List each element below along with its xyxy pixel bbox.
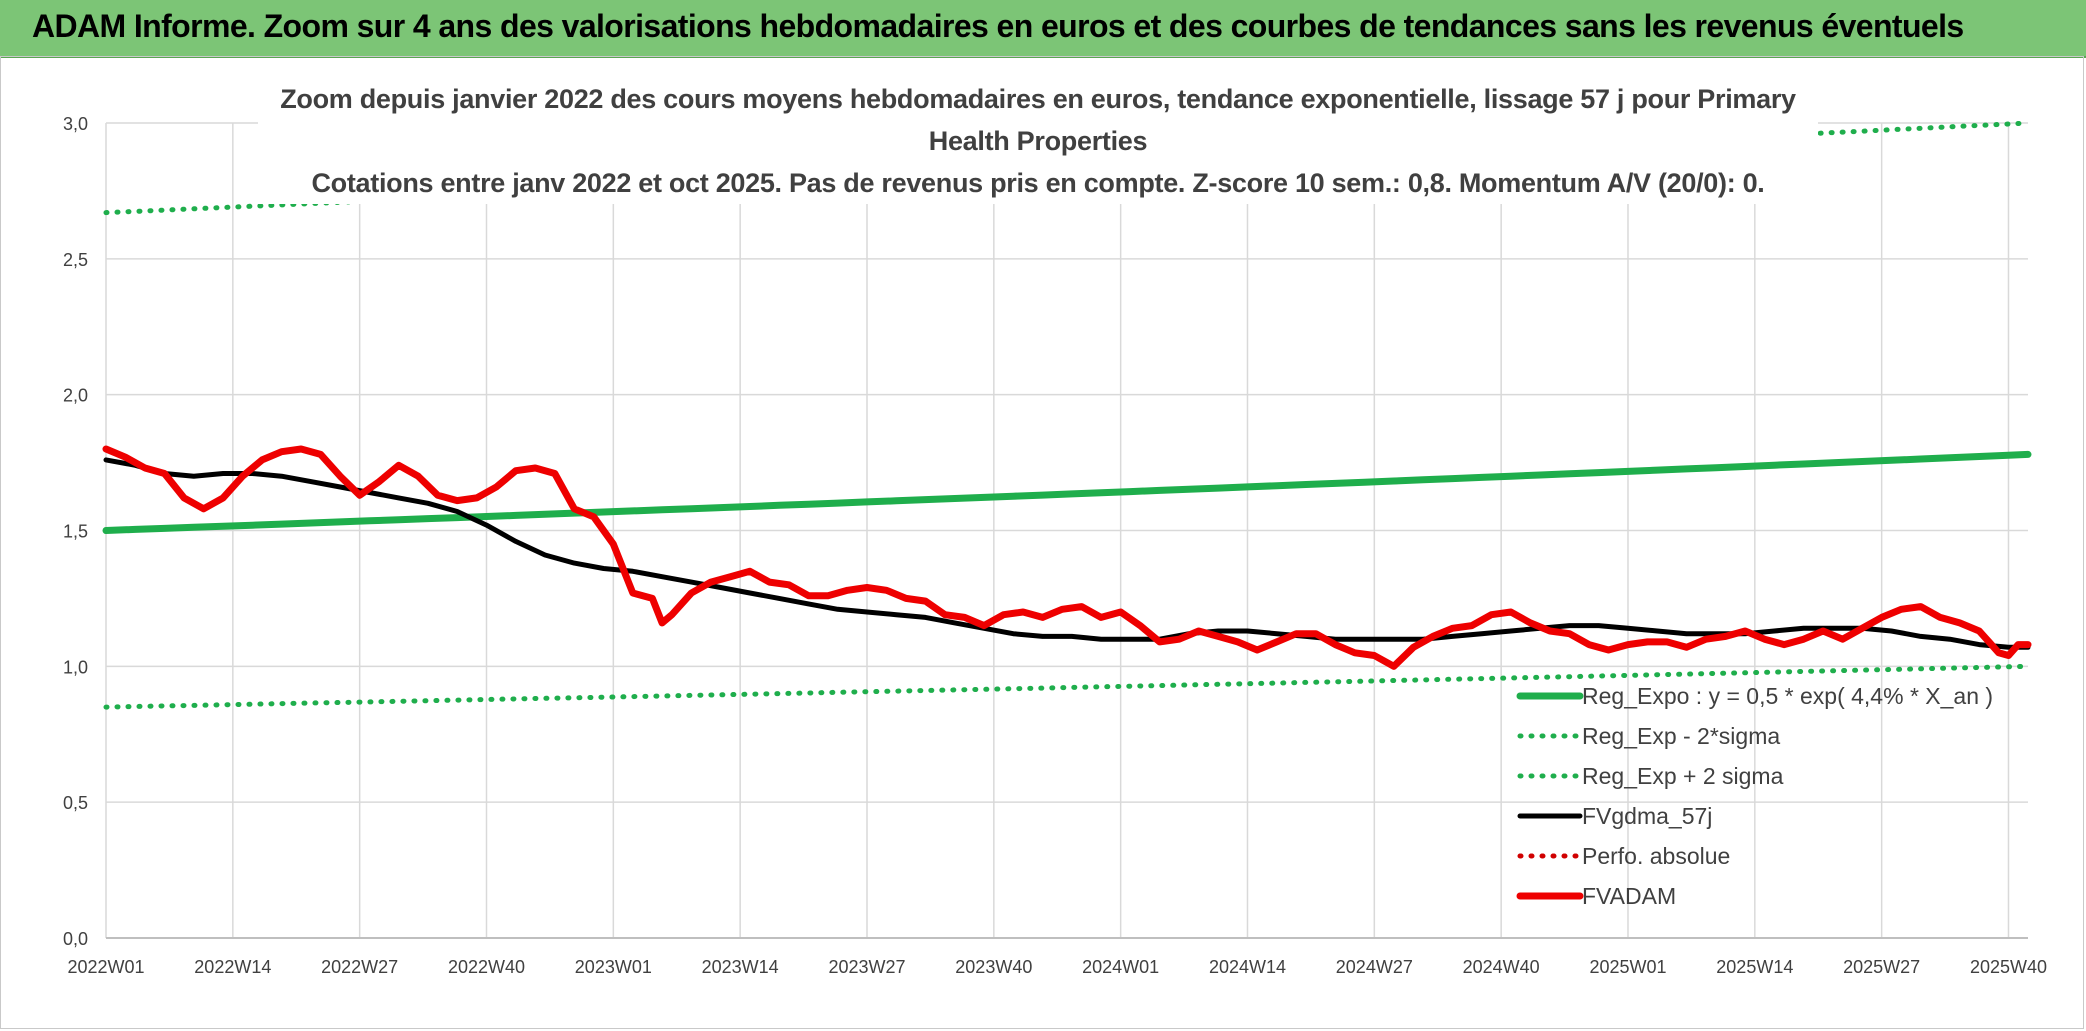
legend-label: FVgdma_57j	[1582, 803, 1712, 829]
series-line-reg-expo-y-0-5-exp-4-4-x-an	[102, 450, 2032, 534]
chart-subtitle: Cotations entre janv 2022 et oct 2025. P…	[311, 168, 1765, 198]
y-tick-label: 2,0	[63, 386, 88, 406]
x-tick-label: 2025W40	[1970, 957, 2047, 977]
legend-label: Reg_Exp + 2 sigma	[1582, 763, 1784, 789]
x-tick-label: 2023W40	[955, 957, 1032, 977]
x-tick-label: 2023W01	[575, 957, 652, 977]
y-tick-label: 3,0	[63, 114, 88, 134]
legend-label: FVADAM	[1582, 883, 1676, 909]
legend-label: Reg_Exp - 2*sigma	[1582, 723, 1780, 749]
legend-label: Perfo. absolue	[1582, 843, 1730, 869]
x-tick-label: 2024W40	[1463, 957, 1540, 977]
y-tick-label: 1,0	[63, 657, 88, 677]
series-line-fvadam	[102, 445, 2032, 670]
x-tick-label: 2023W14	[702, 957, 779, 977]
x-tick-label: 2023W27	[828, 957, 905, 977]
chart-title: Zoom depuis janvier 2022 des cours moyen…	[280, 84, 1796, 156]
x-tick-label: 2025W01	[1589, 957, 1666, 977]
y-tick-label: 0,0	[63, 929, 88, 949]
x-tick-label: 2024W01	[1082, 957, 1159, 977]
x-tick-label: 2024W14	[1209, 957, 1286, 977]
x-tick-label: 2024W27	[1336, 957, 1413, 977]
y-tick-label: 2,5	[63, 250, 88, 270]
y-tick-label: 1,5	[63, 522, 88, 542]
banner-title: ADAM Informe. Zoom sur 4 ans des valoris…	[32, 8, 1964, 44]
y-tick-label: 0,5	[63, 793, 88, 813]
x-tick-label: 2022W40	[448, 957, 525, 977]
series-line-reg-exp-2-sigma	[103, 663, 2031, 710]
x-tick-label: 2022W01	[67, 957, 144, 977]
x-tick-label: 2022W27	[321, 957, 398, 977]
title-banner: ADAM Informe. Zoom sur 4 ans des valoris…	[0, 0, 2086, 58]
x-tick-label: 2025W27	[1843, 957, 1920, 977]
chart-title-block: Zoom depuis janvier 2022 des cours moyen…	[258, 78, 1818, 204]
x-tick-label: 2022W14	[194, 957, 271, 977]
series-line-fvgdma-57j	[103, 457, 2031, 650]
chart-frame	[0, 56, 2084, 1029]
legend-label: Reg_Expo : y = 0,5 * exp( 4,4% * X_an )	[1582, 683, 1993, 709]
x-tick-label: 2025W14	[1716, 957, 1793, 977]
